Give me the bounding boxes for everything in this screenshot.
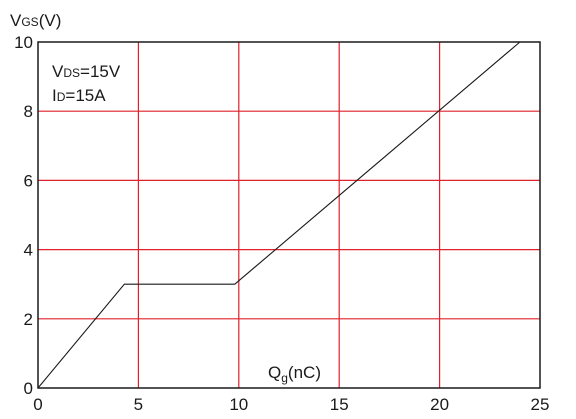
x-tick-label-2: 10: [229, 395, 248, 414]
plot-frame: [37, 41, 541, 389]
y-tick-label-0: 0: [24, 379, 33, 398]
y-tick-label-1: 2: [24, 310, 33, 329]
annotation-id-rest: =15A: [65, 86, 106, 105]
series-group: [37, 41, 521, 389]
y-axis-label-unit: (V): [39, 11, 62, 30]
y-tick-label-3: 6: [24, 171, 33, 190]
x-axis-label-unit: (nC): [288, 363, 321, 382]
y-axis-label: VGS(V): [10, 11, 61, 30]
annotation-vds-main: V: [52, 62, 64, 81]
x-tick-label-5: 25: [531, 395, 550, 414]
x-axis-label-sub: g: [281, 371, 288, 385]
y-axis-label-sub: GS: [21, 15, 38, 29]
y-tick-label-2: 4: [24, 241, 33, 260]
y-tick-label-5: 10: [14, 33, 33, 52]
x-tick-label-4: 20: [430, 395, 449, 414]
y-tick-labels: 0 2 4 6 8 10: [14, 33, 33, 398]
x-tick-label-1: 5: [134, 395, 143, 414]
annotation-id: ID=15A: [52, 86, 106, 105]
x-tick-label-3: 15: [330, 395, 349, 414]
y-tick-label-4: 8: [24, 102, 33, 121]
annotation-vds-sub: DS: [63, 66, 80, 80]
series-line-0: [37, 41, 521, 389]
x-axis-label: Qg(nC): [268, 363, 321, 385]
x-tick-labels: 0 5 10 15 20 25: [33, 395, 549, 414]
annotation-vds-rest: =15V: [80, 62, 121, 81]
x-tick-label-0: 0: [33, 395, 42, 414]
annotation-id-sub: D: [57, 90, 66, 104]
grid: [38, 42, 540, 388]
x-axis-label-main: Q: [268, 363, 281, 382]
y-axis-label-main: V: [10, 11, 22, 30]
annotation-vds: VDS=15V: [52, 62, 121, 81]
annotation-id-main: I: [52, 86, 57, 105]
